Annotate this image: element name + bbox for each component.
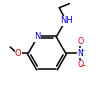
Text: +: + [80,48,85,53]
Text: NH: NH [61,16,73,25]
Text: N: N [34,32,41,41]
Text: O: O [15,49,22,58]
Text: O: O [77,60,83,69]
Text: N: N [77,49,83,58]
Text: O: O [77,37,83,46]
Text: −: − [80,63,85,68]
